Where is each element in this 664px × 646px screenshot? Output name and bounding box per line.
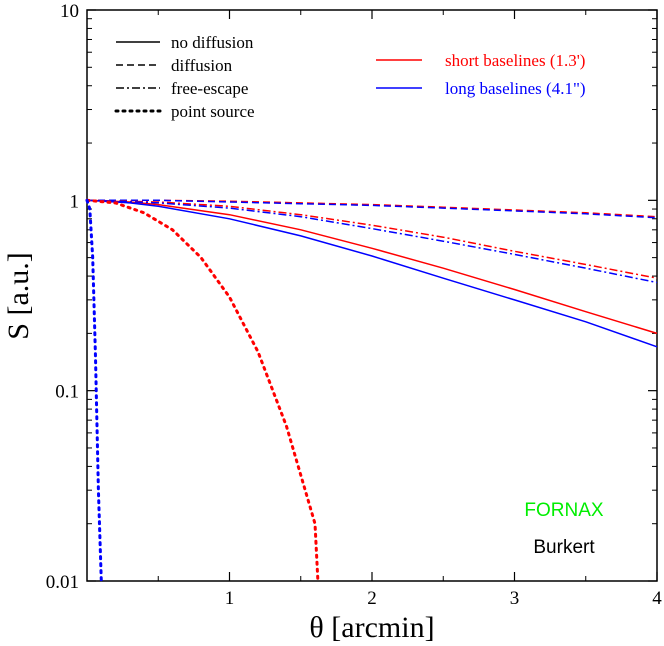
color-legend: short baselines (1.3') long baselines (4.… xyxy=(376,51,586,98)
series-line-dotted xyxy=(85,198,320,583)
x-tick-label: 2 xyxy=(367,588,377,609)
series-line-solid xyxy=(86,199,658,335)
legend-label: no diffusion xyxy=(171,33,254,52)
legend-label: free-escape xyxy=(171,79,248,98)
y-tick-label: 10 xyxy=(60,1,79,22)
legend-label: diffusion xyxy=(171,56,233,75)
series-line-dashed xyxy=(87,199,658,218)
x-axis-label: θ [arcmin] xyxy=(309,611,434,644)
legend-color-label: long baselines (4.1") xyxy=(445,79,586,98)
series-line-dotted xyxy=(85,198,103,583)
y-tick-label: 0.01 xyxy=(46,572,79,593)
burkert-annotation: Burkert xyxy=(533,537,595,558)
series-line-dashed xyxy=(87,199,658,219)
y-axis-label: S [a.u.] xyxy=(2,252,35,339)
series-line-solid xyxy=(86,199,658,348)
y-tick-label: 1 xyxy=(70,191,80,212)
style-legend: no diffusion diffusion free-escape point so… xyxy=(114,33,255,121)
x-tick-label: 1 xyxy=(225,588,235,609)
axis-ticks: 1 2 3 4 0.01 0.1 1 10 xyxy=(46,1,663,609)
legend-label: point source xyxy=(171,102,255,121)
series-layer xyxy=(85,198,658,583)
fornax-annotation: FORNAX xyxy=(524,500,604,521)
x-tick-label: 4 xyxy=(652,588,662,609)
x-tick-label: 3 xyxy=(510,588,520,609)
legend-color-label: short baselines (1.3') xyxy=(445,51,585,70)
y-tick-label: 0.1 xyxy=(55,382,79,403)
